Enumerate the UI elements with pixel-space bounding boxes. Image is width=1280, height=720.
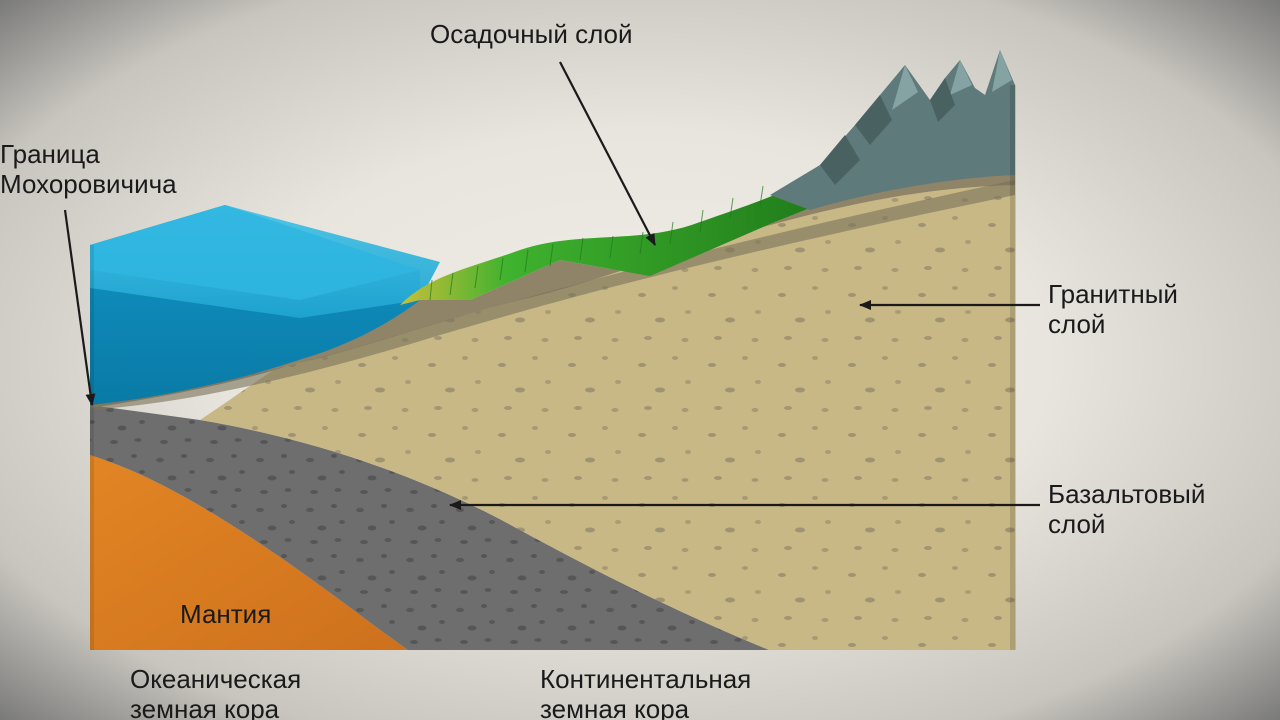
label-mantle: Мантия xyxy=(180,600,271,630)
label-granite: Гранитный слой xyxy=(1048,280,1178,340)
arrow-sediment xyxy=(560,62,655,245)
label-sediment: Осадочный слой xyxy=(430,20,633,50)
label-continental: Континентальная земная кора xyxy=(540,665,751,720)
label-moho: Граница Мохоровичича xyxy=(0,140,177,200)
arrow-moho xyxy=(65,210,92,405)
block-right-edge xyxy=(1010,85,1016,650)
block-left-edge xyxy=(90,245,94,650)
earth-crust-diagram: Осадочный слой Граница Мохоровичича Гран… xyxy=(0,0,1280,720)
label-basalt: Базальтовый слой xyxy=(1048,480,1205,540)
label-oceanic: Океаническая земная кора xyxy=(130,665,301,720)
